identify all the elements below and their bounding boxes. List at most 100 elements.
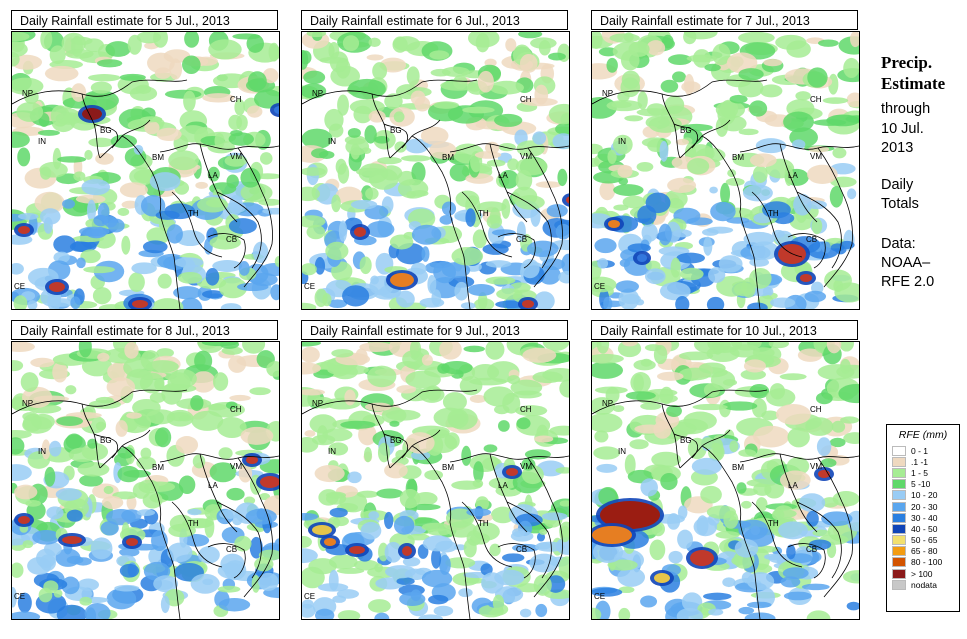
rain-cell [744,612,776,619]
rain-cell [66,509,83,522]
rain-cell [328,442,349,456]
rain-cell [507,374,521,385]
rain-cell [463,539,477,558]
rain-cell [12,234,33,245]
rain-cell [738,68,764,81]
rain-cell [469,394,487,403]
rain-cell [405,432,435,454]
rain-cell [93,214,109,227]
rain-cell [807,200,827,210]
rain-cell [712,43,731,66]
rain-cell-intense [274,106,279,114]
country-label: CH [230,95,242,104]
rain-cell [596,342,610,354]
rain-cell [309,414,337,434]
rain-cell [238,464,253,483]
country-label: NP [22,399,33,408]
rain-cell-intense [402,546,412,556]
rain-cell [449,163,470,182]
rain-cell [167,542,193,563]
rain-cell [519,608,532,618]
rain-cell [70,296,81,309]
rain-cell [217,417,247,438]
rain-cell [806,610,831,619]
rain-cell [151,298,184,309]
rain-cell [149,172,181,192]
rain-cell [146,227,170,245]
country-label: LA [208,481,218,490]
rain-cell [755,138,787,154]
rain-cell [342,285,370,307]
rain-cell-intense [390,273,414,287]
rain-cell [394,141,407,153]
rain-cell [219,509,240,519]
rain-cell [22,540,34,549]
rain-cell [733,282,754,297]
rain-cell [843,432,859,444]
rain-cell [302,346,320,363]
rain-cell [424,469,444,481]
rain-cell [592,361,624,379]
rain-cell [522,347,557,363]
rain-cell [681,592,703,612]
rain-cell [534,84,549,105]
rain-cell [498,143,516,152]
rain-cell [52,361,68,383]
rain-cell [641,223,658,242]
rain-cell [302,167,326,176]
rain-cell [821,497,839,508]
panel-title: Daily Rainfall estimate for 8 Jul., 2013 [11,320,278,340]
country-border [383,123,409,149]
rain-cell [12,263,24,275]
rain-cell [368,599,391,613]
rain-cell [87,438,98,449]
rain-cell [12,131,30,148]
rain-cell [658,223,672,246]
country-border [121,135,181,309]
rain-cell-intense [132,300,148,308]
country-border [237,147,273,288]
country-label: BG [100,126,112,135]
rain-cell [738,32,775,44]
rain-cell [607,149,617,164]
rain-cell [442,392,467,412]
rain-cell [226,487,245,501]
rain-cell [62,199,75,209]
rain-cell [821,241,831,254]
rain-cell [250,272,278,287]
rain-cell [428,594,449,605]
rain-cell [831,420,846,433]
rain-cell [706,505,737,519]
rain-cell [217,585,241,593]
rain-cell [12,429,32,439]
rain-cell [659,282,691,301]
country-label: BM [152,153,164,162]
rain-cell [40,32,53,50]
rain-cell [303,70,326,85]
rain-cell [467,83,482,92]
rain-cell [302,535,312,548]
rain-cell-intense [62,536,82,544]
rain-cell [559,379,569,398]
rain-cell [258,572,279,591]
country-border [787,543,826,579]
country-label: LA [498,171,508,180]
rain-cell [81,178,111,196]
rain-cell [615,280,639,293]
rain-cell [594,430,609,443]
rain-cell [182,55,201,75]
legend-item: > 100 [887,568,959,579]
rain-cell [57,156,87,163]
rain-cell [807,67,828,88]
rain-cell [117,465,140,483]
rain-cell [209,462,237,483]
rain-cell [762,201,791,219]
rain-cell [49,440,62,457]
rain-cell [526,240,559,258]
rain-cell [488,477,518,490]
rain-cell [463,345,485,353]
rain-cell [404,138,429,154]
rain-cell [302,302,317,309]
rain-cell [340,420,376,429]
legend-swatch [892,546,906,557]
